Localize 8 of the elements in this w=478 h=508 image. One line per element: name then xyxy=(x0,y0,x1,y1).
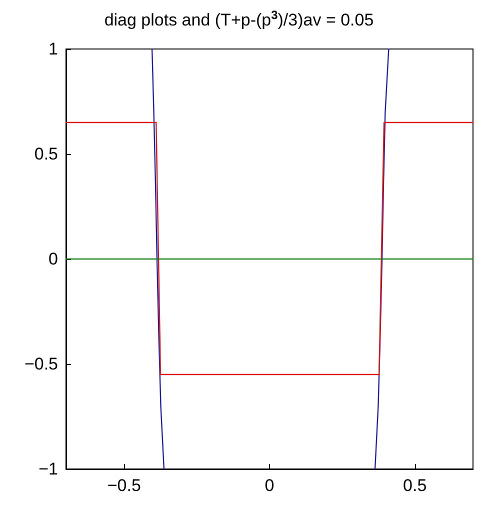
y-tick-label: 0.5 xyxy=(34,144,58,164)
y-tick-label: −1 xyxy=(38,460,58,478)
x-tick-label: 0 xyxy=(264,476,274,495)
y-tick-label: 1 xyxy=(48,40,58,58)
y-tick-label: −0.5 xyxy=(24,354,58,374)
y-tick-label: 0 xyxy=(48,250,58,268)
x-tick-label: −0.5 xyxy=(107,476,141,495)
x-tick-label: 0.5 xyxy=(403,476,427,495)
